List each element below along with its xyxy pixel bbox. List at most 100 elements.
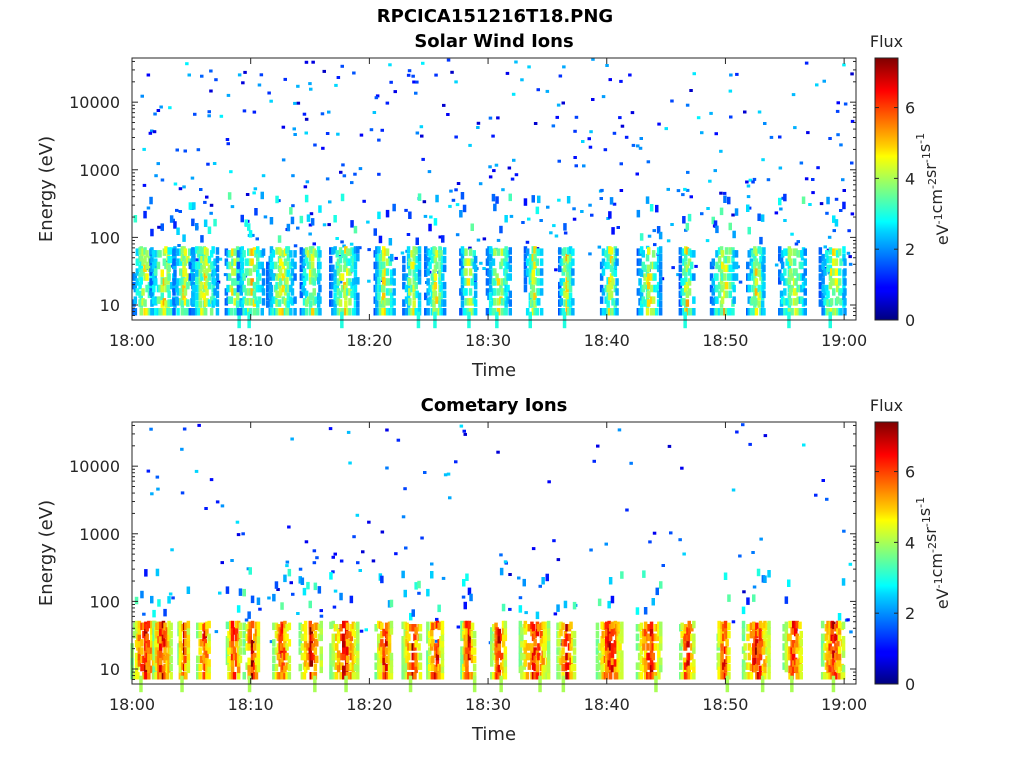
- flux-pixel: [651, 296, 656, 304]
- flux-pixel: [565, 652, 569, 661]
- flux-pixel: [142, 630, 146, 639]
- flux-pixel: [821, 269, 825, 277]
- flux-pixel: [470, 622, 475, 631]
- flux-pixel: [832, 650, 836, 658]
- flux-pixel: [559, 308, 563, 316]
- flux-pixel: [738, 280, 743, 284]
- flux-pixel: [266, 300, 270, 308]
- flux-pixel: [788, 652, 792, 661]
- flux-pixel: [269, 269, 274, 277]
- flux-pixel: [834, 672, 838, 680]
- flux-pixel: [283, 646, 287, 654]
- flux-pixel: [353, 277, 358, 285]
- flux-pixel: [837, 627, 842, 635]
- flux-pixel: [561, 101, 565, 105]
- flux-pixel: [470, 639, 475, 647]
- flux-pixel: [158, 657, 163, 666]
- flux-pixel: [814, 493, 818, 497]
- flux-pixel: [230, 672, 235, 680]
- flux-pixel: [731, 213, 735, 217]
- flux-pixel: [523, 620, 528, 629]
- flux-pixel: [302, 248, 307, 256]
- flux-pixel: [278, 659, 282, 667]
- flux-pixel: [657, 643, 661, 651]
- flux-pixel: [496, 278, 501, 286]
- flux-pixel: [795, 659, 799, 667]
- flux-pixel: [559, 657, 563, 666]
- flux-pixel: [172, 258, 176, 266]
- flux-pixel: [687, 620, 691, 629]
- flux-pixel: [647, 290, 651, 299]
- flux-pixel: [692, 273, 696, 281]
- flux-pixel: [492, 169, 496, 173]
- flux-pixel: [828, 636, 832, 644]
- flux-pixel: [732, 296, 736, 304]
- flux-pixel: [274, 672, 279, 680]
- flux-pixel: [435, 617, 439, 621]
- flux-pixel: [609, 290, 614, 299]
- flux-pixel: [233, 248, 237, 256]
- flux-pixel: [211, 246, 215, 254]
- flux-pixel: [215, 290, 220, 299]
- flux-pixel: [383, 298, 388, 306]
- flux-pixel: [682, 288, 686, 296]
- flux-pixel: [215, 281, 220, 290]
- flux-pixel: [700, 131, 704, 135]
- flux-pixel: [642, 664, 646, 673]
- flux-pixel: [178, 640, 183, 648]
- flux-pixel: [497, 672, 501, 680]
- flux-pixel: [333, 552, 337, 556]
- flux-pixel: [333, 269, 337, 277]
- flux-pixel: [261, 174, 266, 178]
- flux-pixel: [238, 639, 243, 647]
- flux-pixel: [356, 246, 360, 254]
- flux-pixel: [408, 268, 412, 276]
- flux-pixel: [696, 116, 701, 120]
- flux-pixel: [392, 278, 396, 286]
- flux-pixel: [843, 268, 847, 276]
- flux-pixel: [839, 308, 843, 316]
- flux-pixel: [780, 250, 785, 258]
- flux-pixel: [645, 269, 650, 277]
- flux-pixel: [197, 423, 201, 427]
- flux-pixel: [412, 300, 416, 308]
- flux-pixel: [658, 231, 663, 240]
- flux-pixel: [647, 652, 651, 661]
- flux-pixel: [150, 640, 154, 648]
- flux-pixel: [832, 621, 836, 630]
- flux-pixel: [191, 218, 195, 227]
- flux-pixel: [137, 627, 142, 635]
- flux-pixel: [610, 664, 615, 673]
- flux-pixel: [417, 580, 421, 589]
- flux-pixel: [820, 672, 825, 680]
- flux-pixel: [317, 624, 322, 632]
- flux-pixel: [837, 646, 842, 654]
- flux-pixel: [608, 643, 613, 651]
- flux-pixel: [656, 247, 661, 255]
- flux-pixel: [500, 298, 505, 306]
- flux-pixel: [139, 246, 143, 254]
- flux-pixel: [554, 268, 558, 272]
- flux-pixel: [205, 268, 209, 276]
- flux-pixel: [275, 281, 279, 290]
- flux-pixel: [559, 628, 563, 637]
- flux-pixel: [778, 166, 783, 170]
- flux-pixel: [380, 647, 384, 655]
- flux-pixel: [528, 277, 533, 285]
- flux-pixel: [751, 261, 755, 270]
- flux-pixel: [141, 298, 145, 306]
- flux-pixel: [281, 652, 285, 661]
- flux-pixel: [523, 253, 528, 262]
- flux-pixel: [304, 540, 309, 544]
- flux-pixel: [143, 264, 147, 273]
- flux-pixel: [316, 277, 321, 285]
- flux-pixel: [247, 258, 251, 266]
- flux-pixel: [783, 268, 787, 276]
- flux-pixel: [169, 255, 174, 264]
- flux-pixel: [679, 643, 683, 651]
- flux-pixel: [247, 298, 251, 306]
- flux-pixel: [565, 633, 569, 642]
- flux-pixel: [618, 633, 622, 642]
- flux-pixel: [205, 657, 209, 666]
- flux-pixel: [261, 248, 266, 256]
